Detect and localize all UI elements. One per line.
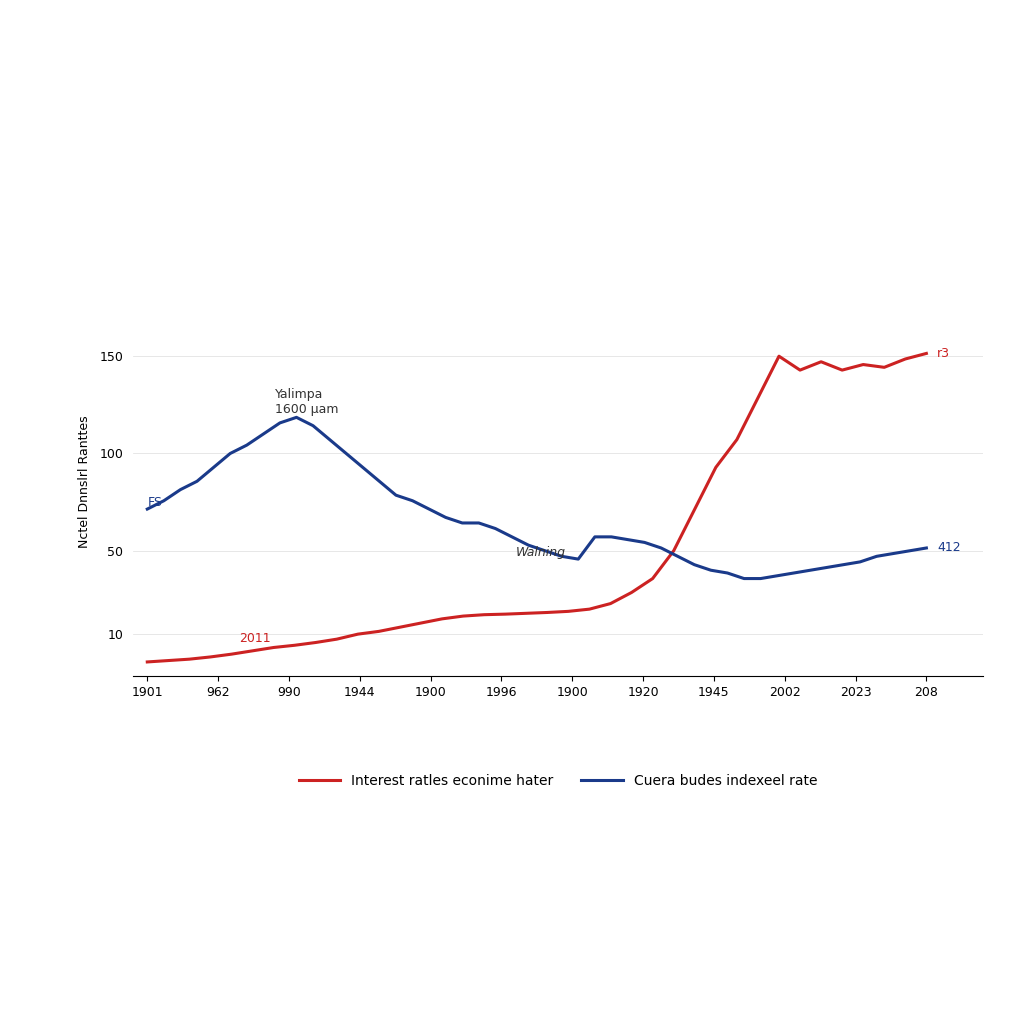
Cuera budes indexeel rate: [572, 553, 585, 565]
Interest ratles econime hater: [815, 355, 827, 368]
Cuera budes indexeel rate: [771, 569, 783, 582]
Line: Cuera budes indexeel rate: Cuera budes indexeel rate: [147, 418, 927, 579]
Cuera budes indexeel rate: [190, 475, 203, 487]
Interest ratles econime hater: [626, 587, 638, 599]
Interest ratles econime hater: [247, 645, 259, 657]
Interest ratles econime hater: [478, 608, 490, 621]
Text: FS: FS: [147, 496, 162, 509]
Interest ratles econime hater: [351, 628, 364, 640]
Cuera budes indexeel rate: [224, 447, 237, 460]
Cuera budes indexeel rate: [738, 572, 751, 585]
Interest ratles econime hater: [921, 347, 933, 359]
Cuera budes indexeel rate: [539, 545, 551, 557]
Cuera budes indexeel rate: [257, 428, 269, 440]
Text: Yalimpa
1600 μam: Yalimpa 1600 μam: [274, 388, 338, 416]
Cuera budes indexeel rate: [439, 511, 452, 523]
Cuera budes indexeel rate: [489, 522, 502, 535]
Interest ratles econime hater: [794, 364, 806, 376]
Interest ratles econime hater: [415, 616, 427, 629]
Cuera budes indexeel rate: [158, 495, 170, 507]
Cuera budes indexeel rate: [423, 503, 435, 515]
Text: Walning: Walning: [515, 546, 565, 558]
Text: 2011: 2011: [240, 632, 271, 645]
Cuera budes indexeel rate: [340, 447, 352, 460]
Cuera budes indexeel rate: [688, 558, 700, 570]
Interest ratles econime hater: [205, 651, 217, 664]
Interest ratles econime hater: [688, 503, 700, 515]
Interest ratles econime hater: [225, 648, 238, 660]
Interest ratles econime hater: [394, 621, 407, 633]
Cuera budes indexeel rate: [854, 556, 866, 568]
Cuera budes indexeel rate: [838, 558, 850, 570]
Cuera budes indexeel rate: [921, 542, 933, 554]
Interest ratles econime hater: [857, 358, 869, 371]
Interest ratles econime hater: [584, 603, 596, 615]
Cuera budes indexeel rate: [324, 433, 336, 445]
Interest ratles econime hater: [646, 572, 658, 585]
Cuera budes indexeel rate: [456, 517, 468, 529]
Text: 412: 412: [937, 542, 961, 554]
Interest ratles econime hater: [289, 639, 301, 651]
Cuera budes indexeel rate: [522, 539, 535, 551]
Cuera budes indexeel rate: [638, 537, 650, 549]
Text: r3: r3: [937, 347, 950, 359]
Y-axis label: Nctel Dnnslrl Ranttes: Nctel Dnnslrl Ranttes: [78, 415, 91, 548]
Cuera budes indexeel rate: [655, 542, 668, 554]
Cuera budes indexeel rate: [273, 417, 286, 429]
Interest ratles econime hater: [542, 606, 554, 618]
Interest ratles econime hater: [331, 633, 343, 645]
Cuera budes indexeel rate: [208, 461, 220, 473]
Cuera budes indexeel rate: [903, 545, 915, 557]
Cuera budes indexeel rate: [870, 550, 883, 562]
Cuera budes indexeel rate: [141, 503, 154, 515]
Interest ratles econime hater: [162, 654, 174, 667]
Interest ratles econime hater: [436, 612, 449, 625]
Interest ratles econime hater: [604, 597, 616, 609]
Interest ratles econime hater: [520, 607, 532, 620]
Interest ratles econime hater: [141, 655, 154, 668]
Legend: Interest ratles econime hater, Cuera budes indexeel rate: Interest ratles econime hater, Cuera bud…: [293, 768, 823, 794]
Cuera budes indexeel rate: [556, 550, 568, 562]
Cuera budes indexeel rate: [356, 461, 369, 473]
Interest ratles econime hater: [731, 433, 743, 445]
Cuera budes indexeel rate: [506, 530, 518, 543]
Cuera budes indexeel rate: [291, 412, 303, 424]
Cuera budes indexeel rate: [622, 534, 634, 546]
Interest ratles econime hater: [457, 610, 469, 623]
Interest ratles econime hater: [752, 392, 764, 404]
Cuera budes indexeel rate: [705, 564, 717, 577]
Interest ratles econime hater: [562, 605, 574, 617]
Cuera budes indexeel rate: [672, 550, 684, 562]
Interest ratles econime hater: [183, 653, 196, 666]
Interest ratles econime hater: [309, 636, 322, 648]
Interest ratles econime hater: [879, 361, 891, 374]
Cuera budes indexeel rate: [887, 548, 899, 560]
Cuera budes indexeel rate: [721, 567, 733, 580]
Interest ratles econime hater: [836, 364, 848, 376]
Cuera budes indexeel rate: [804, 564, 816, 577]
Interest ratles econime hater: [899, 353, 911, 366]
Cuera budes indexeel rate: [373, 475, 385, 487]
Interest ratles econime hater: [499, 608, 511, 621]
Cuera budes indexeel rate: [473, 517, 485, 529]
Cuera budes indexeel rate: [390, 489, 402, 502]
Cuera budes indexeel rate: [589, 530, 601, 543]
Interest ratles econime hater: [373, 626, 385, 638]
Interest ratles econime hater: [773, 350, 785, 362]
Interest ratles econime hater: [267, 641, 280, 653]
Cuera budes indexeel rate: [307, 420, 319, 432]
Cuera budes indexeel rate: [787, 567, 800, 580]
Line: Interest ratles econime hater: Interest ratles econime hater: [147, 353, 927, 662]
Cuera budes indexeel rate: [174, 483, 186, 496]
Cuera budes indexeel rate: [821, 561, 834, 573]
Cuera budes indexeel rate: [407, 495, 419, 507]
Cuera budes indexeel rate: [755, 572, 767, 585]
Cuera budes indexeel rate: [605, 530, 617, 543]
Interest ratles econime hater: [668, 545, 680, 557]
Cuera budes indexeel rate: [241, 439, 253, 452]
Interest ratles econime hater: [710, 461, 722, 473]
